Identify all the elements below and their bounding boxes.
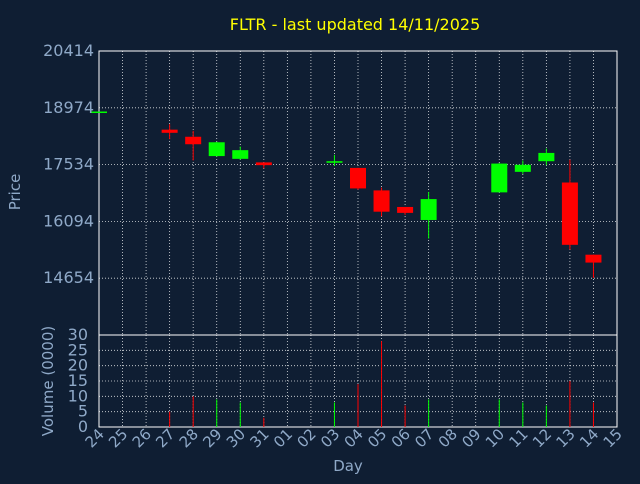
- x-tick-label: 12: [529, 425, 555, 451]
- x-tick-label: 02: [294, 425, 320, 451]
- candle-05: [373, 187, 390, 217]
- x-tick-label: 13: [553, 425, 579, 451]
- grid-layer: [98, 50, 618, 428]
- marks-layer: [91, 111, 602, 427]
- volume-tick-label: 5: [78, 402, 88, 421]
- x-tick-label: 28: [176, 425, 202, 451]
- price-tick-label: 20414: [43, 41, 94, 60]
- candle-body: [561, 182, 578, 245]
- candle-body: [326, 161, 343, 163]
- x-tick-label: 10: [482, 425, 508, 451]
- price-tick-label: 18974: [43, 98, 94, 117]
- candle-body: [420, 199, 437, 220]
- volume-tick-label: 30: [68, 325, 88, 344]
- price-tick-label: 16094: [43, 211, 94, 230]
- candle-29: [208, 141, 225, 157]
- x-tick-label: 01: [270, 425, 296, 451]
- x-tick-label: 03: [317, 425, 343, 451]
- x-tick-label: 08: [435, 425, 461, 451]
- candle-body: [491, 163, 508, 193]
- candle-body: [91, 111, 107, 114]
- price-tick-label: 14654: [43, 268, 94, 287]
- candle-27: [161, 124, 178, 140]
- candle-13: [561, 159, 578, 250]
- candle-03: [326, 154, 343, 166]
- candle-body: [538, 152, 555, 162]
- candle-31: [255, 162, 272, 169]
- volume-tick-label: 0: [78, 417, 88, 436]
- candle-12: [538, 148, 555, 166]
- x-tick-label: 05: [364, 425, 390, 451]
- candle-10: [491, 163, 508, 193]
- volume-tick-label: 10: [68, 386, 88, 405]
- chart-title: FLTR - last updated 14/11/2025: [230, 15, 481, 34]
- candle-body: [161, 129, 178, 133]
- candle-body: [255, 162, 272, 166]
- candle-body: [397, 206, 414, 213]
- x-tick-label: 09: [458, 425, 484, 451]
- candle-07: [420, 191, 437, 239]
- volume-tick-label: 20: [68, 356, 88, 375]
- x-tick-label: 06: [388, 425, 414, 451]
- x-tick-label: 26: [129, 425, 155, 451]
- candle-body: [232, 150, 249, 159]
- candle-06: [397, 206, 414, 215]
- price-axis-label: Price: [6, 174, 24, 211]
- x-tick-label: 04: [341, 425, 367, 451]
- candle-body: [208, 142, 225, 157]
- volume-tick-label: 15: [68, 371, 88, 390]
- x-tick-label: 15: [600, 425, 626, 451]
- candle-24: [91, 111, 107, 114]
- x-axis-label: Day: [333, 457, 363, 475]
- x-tick-label: 30: [223, 425, 249, 451]
- candle-body: [373, 190, 390, 212]
- x-tick-label: 07: [411, 425, 437, 451]
- candle-body: [350, 167, 366, 189]
- candle-body: [185, 136, 202, 145]
- volume-tick-label: 25: [68, 340, 88, 359]
- candle-body: [585, 254, 602, 263]
- x-tick-label: 27: [152, 425, 178, 451]
- price-tick-label: 17534: [43, 155, 94, 174]
- candle-14: [585, 254, 602, 278]
- x-tick-label: 25: [105, 425, 131, 451]
- x-tick-label: 14: [576, 425, 602, 451]
- candle-04: [350, 167, 366, 190]
- x-tick-label: 11: [505, 425, 531, 451]
- volume-axis-label: Volume (0000): [39, 326, 57, 436]
- candle-28: [185, 130, 202, 161]
- candle-body: [514, 164, 531, 172]
- x-tick-label: 31: [246, 425, 272, 451]
- candle-11: [514, 160, 531, 174]
- x-tick-label: 29: [199, 425, 225, 451]
- candle-30: [232, 146, 249, 160]
